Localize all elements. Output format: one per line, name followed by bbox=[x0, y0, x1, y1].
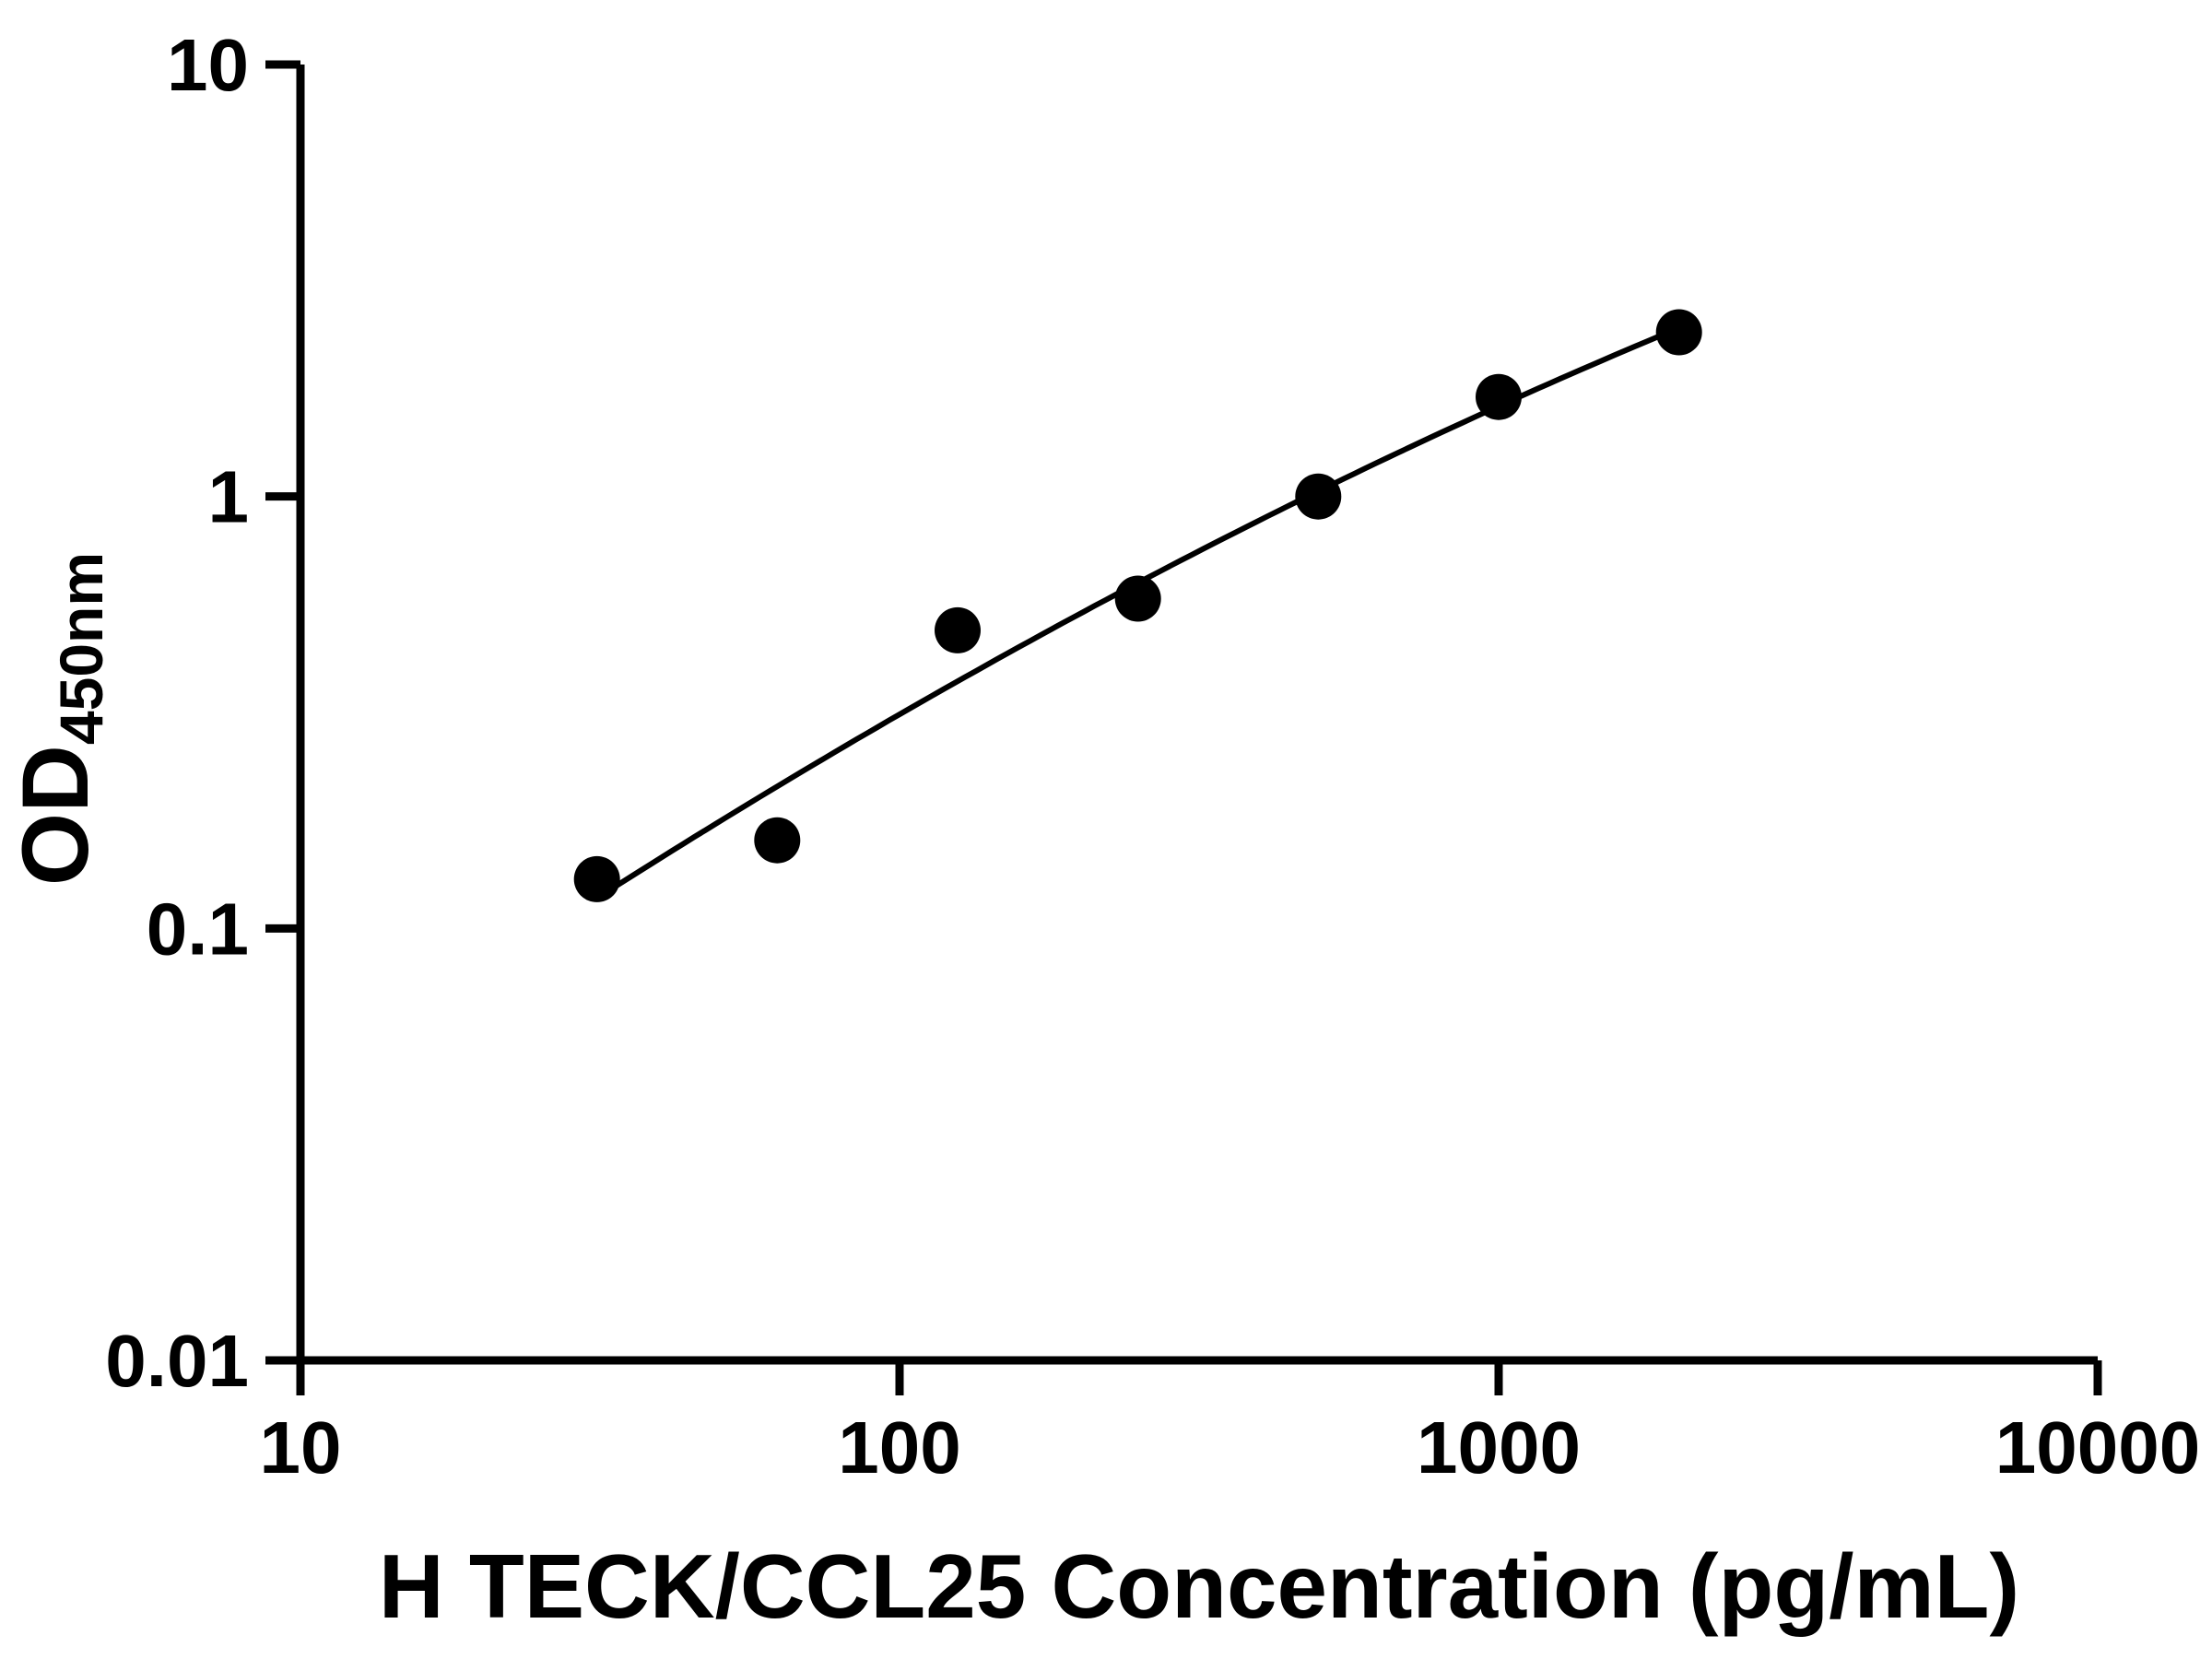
y-tick-label: 0.1 bbox=[147, 888, 249, 970]
y-axis-label-main: OD bbox=[3, 745, 108, 886]
data-points bbox=[573, 309, 1702, 902]
data-point bbox=[1476, 373, 1522, 420]
y-tick-label: 10 bbox=[167, 24, 249, 106]
y-tick-labels: 10 1 0.1 0.01 bbox=[105, 24, 249, 1402]
axis-lines bbox=[296, 65, 2098, 1365]
data-point bbox=[754, 817, 801, 864]
x-tick-label: 10 bbox=[260, 1406, 342, 1488]
y-tick-label: 1 bbox=[208, 456, 250, 538]
x-tick-label: 1000 bbox=[1417, 1406, 1581, 1488]
x-tick-labels: 10 100 1000 10000 bbox=[260, 1406, 2201, 1488]
data-point bbox=[935, 606, 981, 653]
data-point bbox=[1655, 309, 1702, 356]
x-tick-label: 100 bbox=[838, 1406, 960, 1488]
data-point bbox=[1295, 473, 1342, 520]
data-point bbox=[1114, 575, 1161, 622]
x-tick-label: 10000 bbox=[1995, 1406, 2200, 1488]
axes bbox=[265, 60, 2102, 1395]
y-axis-label-sub: 450nm bbox=[47, 552, 115, 745]
x-axis-label: H TECK/CCL25 Concentration (pg/mL) bbox=[379, 1535, 2019, 1637]
y-axis-label: OD450nm bbox=[3, 552, 115, 886]
data-point bbox=[573, 855, 620, 902]
y-tick-label: 0.01 bbox=[105, 1320, 249, 1402]
